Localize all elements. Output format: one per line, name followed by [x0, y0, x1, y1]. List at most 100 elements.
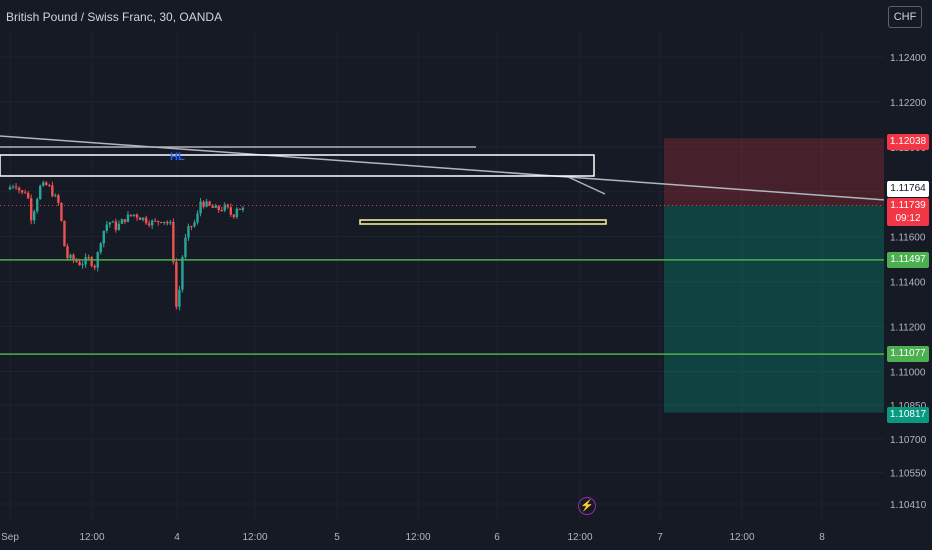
candle-body [63, 220, 66, 247]
y-tick-label: 1.10850 [890, 401, 927, 412]
last-price-value: 1.11739 [890, 200, 926, 211]
candle-body [129, 214, 133, 216]
candle-body [147, 223, 151, 226]
candle-body [93, 265, 96, 268]
candle-body [166, 221, 169, 224]
x-tick-label: 12:00 [242, 532, 267, 543]
candle-body [141, 217, 145, 220]
x-tick-label: 12:00 [729, 532, 754, 543]
candle-body [223, 204, 226, 211]
candle-body [81, 264, 84, 266]
candle-body [184, 237, 187, 258]
candle-body [132, 214, 136, 216]
candle-body [208, 201, 211, 206]
y-tick-label: 1.10410 [890, 500, 927, 511]
candle-body [26, 192, 30, 199]
candle-body [57, 195, 60, 203]
hl-annotation: HL [170, 151, 185, 163]
last-price-tag: 1.11739 09:12 [887, 198, 929, 226]
x-tick-label: 8 [819, 532, 825, 543]
y-tick-label: 1.11200 [890, 323, 926, 334]
bar-countdown: 09:12 [895, 213, 921, 224]
target-price-tag: 1.10817 [887, 407, 929, 423]
candle-body [120, 219, 124, 224]
take-profit-zone [664, 205, 884, 413]
candle-body [20, 190, 24, 193]
candle-body [178, 289, 181, 307]
candle-body [181, 257, 184, 290]
x-tick-label: 12:00 [567, 532, 592, 543]
candle-body [32, 211, 36, 221]
x-tick-label: 12:00 [405, 532, 430, 543]
candle-body [211, 205, 214, 208]
stop-price-tag: 1.12038 [887, 134, 929, 150]
candle-body [193, 222, 196, 227]
candle-body [235, 208, 239, 217]
y-tick-label: 1.11400 [890, 278, 926, 289]
candle-body [232, 214, 236, 217]
candle-body [114, 221, 118, 230]
candle-body [51, 185, 54, 197]
candle-body [66, 246, 69, 259]
candle-body [226, 204, 229, 208]
candle-body [117, 223, 121, 230]
candle-body [102, 230, 105, 244]
candle-body [8, 187, 12, 190]
candle-body [29, 198, 33, 221]
symbol-title: British Pound / Swiss Franc, 30, OANDA [6, 10, 223, 24]
x-axis-ticks: Sep 12:00 4 12:00 5 12:00 6 12:00 7 12:00 8 [1, 532, 825, 543]
candle-body [84, 257, 87, 265]
candle-body [14, 186, 18, 188]
candle-body [69, 254, 72, 259]
x-tick-label: 4 [174, 532, 180, 543]
candle-body [111, 221, 115, 223]
candle-body [217, 205, 220, 211]
candle-body [108, 222, 112, 225]
x-tick-label: 5 [334, 532, 340, 543]
candle-body [48, 185, 51, 187]
candle-body [23, 192, 27, 194]
y-tick-label: 1.11000 [890, 367, 926, 378]
candle-body [169, 222, 172, 224]
candle-body [153, 220, 157, 222]
level-1-price-tag: 1.11497 [887, 251, 929, 268]
x-tick-label: 12:00 [79, 532, 104, 543]
candle-body [196, 213, 199, 223]
candle-body [78, 261, 81, 266]
candle-body [175, 261, 178, 307]
y-tick-label: 1.12200 [890, 98, 927, 109]
candle-body [99, 243, 102, 253]
candle-body [45, 182, 48, 186]
candle-body [150, 220, 154, 226]
candle-body [202, 201, 205, 207]
y-axis-ticks: 1.124001.122001.120001.118001.116001.114… [890, 53, 927, 511]
support-zone-box [359, 219, 607, 225]
chart-grid [0, 30, 884, 522]
x-tick-label: Sep [1, 532, 19, 543]
candle-body [126, 214, 130, 222]
y-tick-label: 1.11600 [890, 233, 926, 244]
candle-body [220, 210, 223, 212]
candle-body [172, 222, 175, 262]
y-tick-label: 1.12400 [890, 53, 927, 64]
candle-body [163, 221, 166, 223]
candle-body [135, 214, 139, 218]
candle-body [190, 226, 193, 228]
candle-body [199, 201, 202, 214]
candle-body [144, 217, 148, 224]
currency-button[interactable]: CHF [888, 6, 922, 28]
candle-body [75, 259, 78, 262]
y-tick-label: 1.10700 [890, 435, 927, 446]
candle-body [54, 195, 57, 197]
x-tick-label: 6 [494, 532, 500, 543]
candle-body [214, 205, 217, 208]
candle-body [238, 208, 242, 210]
lightning-icon[interactable]: ⚡ [578, 497, 596, 515]
stop-loss-zone [664, 138, 884, 206]
candle-body [42, 182, 45, 186]
candle-body [105, 224, 108, 231]
resistance-zone-box [0, 154, 595, 177]
short-trendline [565, 175, 606, 195]
level-2-price-tag: 1.11077 [887, 346, 929, 363]
